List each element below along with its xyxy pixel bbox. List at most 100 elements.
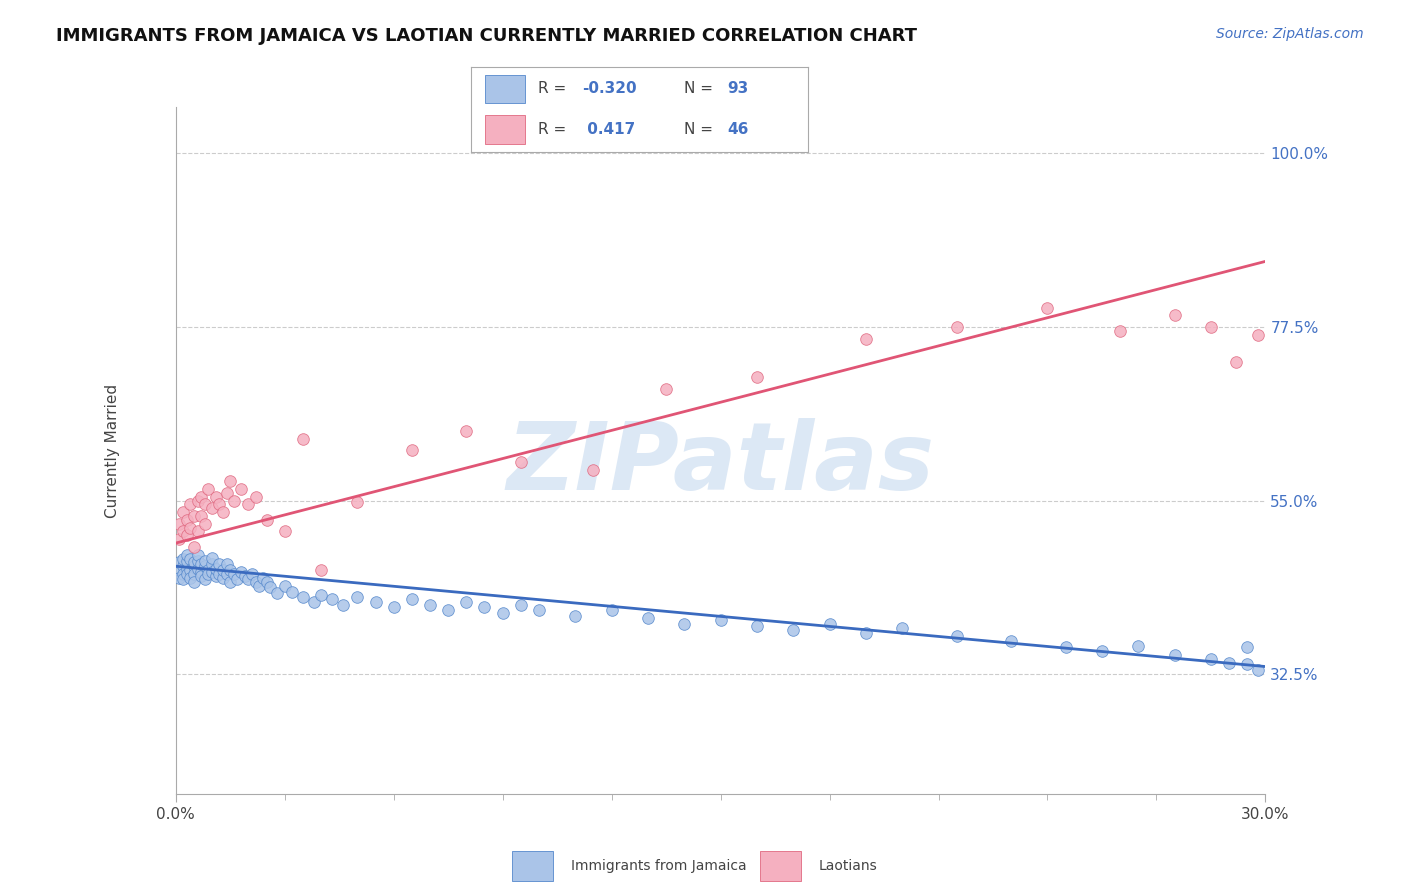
Point [1218, 656, 1240, 670]
Text: 0.417: 0.417 [582, 122, 636, 137]
Point [233, 569, 256, 583]
Point [190, 569, 212, 583]
Point [208, 566, 231, 581]
Point [183, 566, 205, 581]
Point [176, 548, 198, 562]
Point [231, 482, 253, 496]
Point [169, 563, 191, 577]
Point [274, 524, 297, 539]
Text: R =: R = [538, 81, 567, 96]
Point [190, 490, 212, 504]
Point [321, 592, 343, 607]
Point [274, 578, 297, 592]
Point [169, 571, 191, 585]
Point [208, 498, 231, 512]
Point [256, 513, 278, 527]
Text: ZIPatlas: ZIPatlas [506, 418, 935, 510]
Bar [759, 851, 801, 881]
Point [212, 563, 235, 577]
Point [309, 588, 332, 602]
Text: Source: ZipAtlas.com: Source: ZipAtlas.com [1216, 27, 1364, 41]
Bar [512, 851, 553, 881]
Point [1199, 320, 1222, 334]
Point [1054, 640, 1077, 655]
Point [186, 524, 209, 539]
Point [600, 603, 623, 617]
Point [564, 609, 586, 624]
Point [183, 509, 205, 524]
Text: N =: N = [683, 122, 713, 137]
Point [1128, 639, 1150, 653]
Point [245, 490, 267, 504]
Point [745, 618, 768, 632]
Point [172, 566, 194, 581]
Text: Immigrants from Jamaica: Immigrants from Jamaica [571, 859, 747, 873]
Text: Laotians: Laotians [818, 859, 877, 873]
Text: Currently Married: Currently Married [105, 384, 120, 517]
Point [492, 606, 515, 620]
Point [201, 557, 224, 571]
Point [183, 540, 205, 554]
Point [266, 586, 288, 600]
Point [176, 566, 198, 581]
Point [655, 382, 678, 396]
Point [176, 513, 198, 527]
Point [194, 572, 217, 586]
Point [509, 455, 531, 469]
Point [222, 566, 245, 581]
Point [194, 516, 217, 531]
Point [197, 482, 219, 496]
Text: N =: N = [683, 81, 713, 96]
Point [204, 490, 226, 504]
Point [891, 621, 914, 635]
Point [176, 554, 198, 568]
Point [169, 532, 191, 546]
Point [226, 572, 249, 586]
Point [183, 559, 205, 574]
Point [172, 524, 194, 539]
Point [855, 332, 877, 346]
Point [186, 548, 209, 562]
Point [179, 521, 201, 535]
Point [186, 493, 209, 508]
Point [179, 498, 201, 512]
Point [1109, 324, 1132, 338]
Point [172, 559, 194, 574]
Point [673, 617, 696, 632]
Text: IMMIGRANTS FROM JAMAICA VS LAOTIAN CURRENTLY MARRIED CORRELATION CHART: IMMIGRANTS FROM JAMAICA VS LAOTIAN CURRE… [56, 27, 917, 45]
Point [346, 590, 368, 604]
Point [194, 554, 217, 568]
Point [745, 370, 768, 384]
Point [252, 571, 274, 585]
Point [204, 561, 226, 575]
Point [197, 563, 219, 577]
Point [945, 320, 967, 334]
Point [183, 555, 205, 569]
Point [215, 557, 238, 571]
Point [1199, 652, 1222, 666]
Bar [485, 115, 524, 144]
Point [401, 443, 423, 458]
Point [1000, 634, 1022, 648]
Point [201, 565, 224, 579]
Point [176, 528, 198, 542]
Point [259, 580, 281, 594]
Point [1036, 301, 1059, 315]
Point [1225, 355, 1247, 369]
Point [818, 617, 841, 632]
Text: R =: R = [538, 122, 567, 137]
Point [197, 566, 219, 581]
Point [1236, 657, 1258, 672]
Text: 93: 93 [727, 81, 749, 96]
Point [219, 475, 242, 489]
Point [201, 550, 224, 565]
Point [183, 574, 205, 589]
Point [212, 505, 235, 519]
Point [186, 554, 209, 568]
Point [474, 600, 496, 615]
Text: 46: 46 [727, 122, 749, 137]
Point [419, 598, 441, 612]
Point [172, 551, 194, 566]
Point [204, 569, 226, 583]
Point [179, 551, 201, 566]
